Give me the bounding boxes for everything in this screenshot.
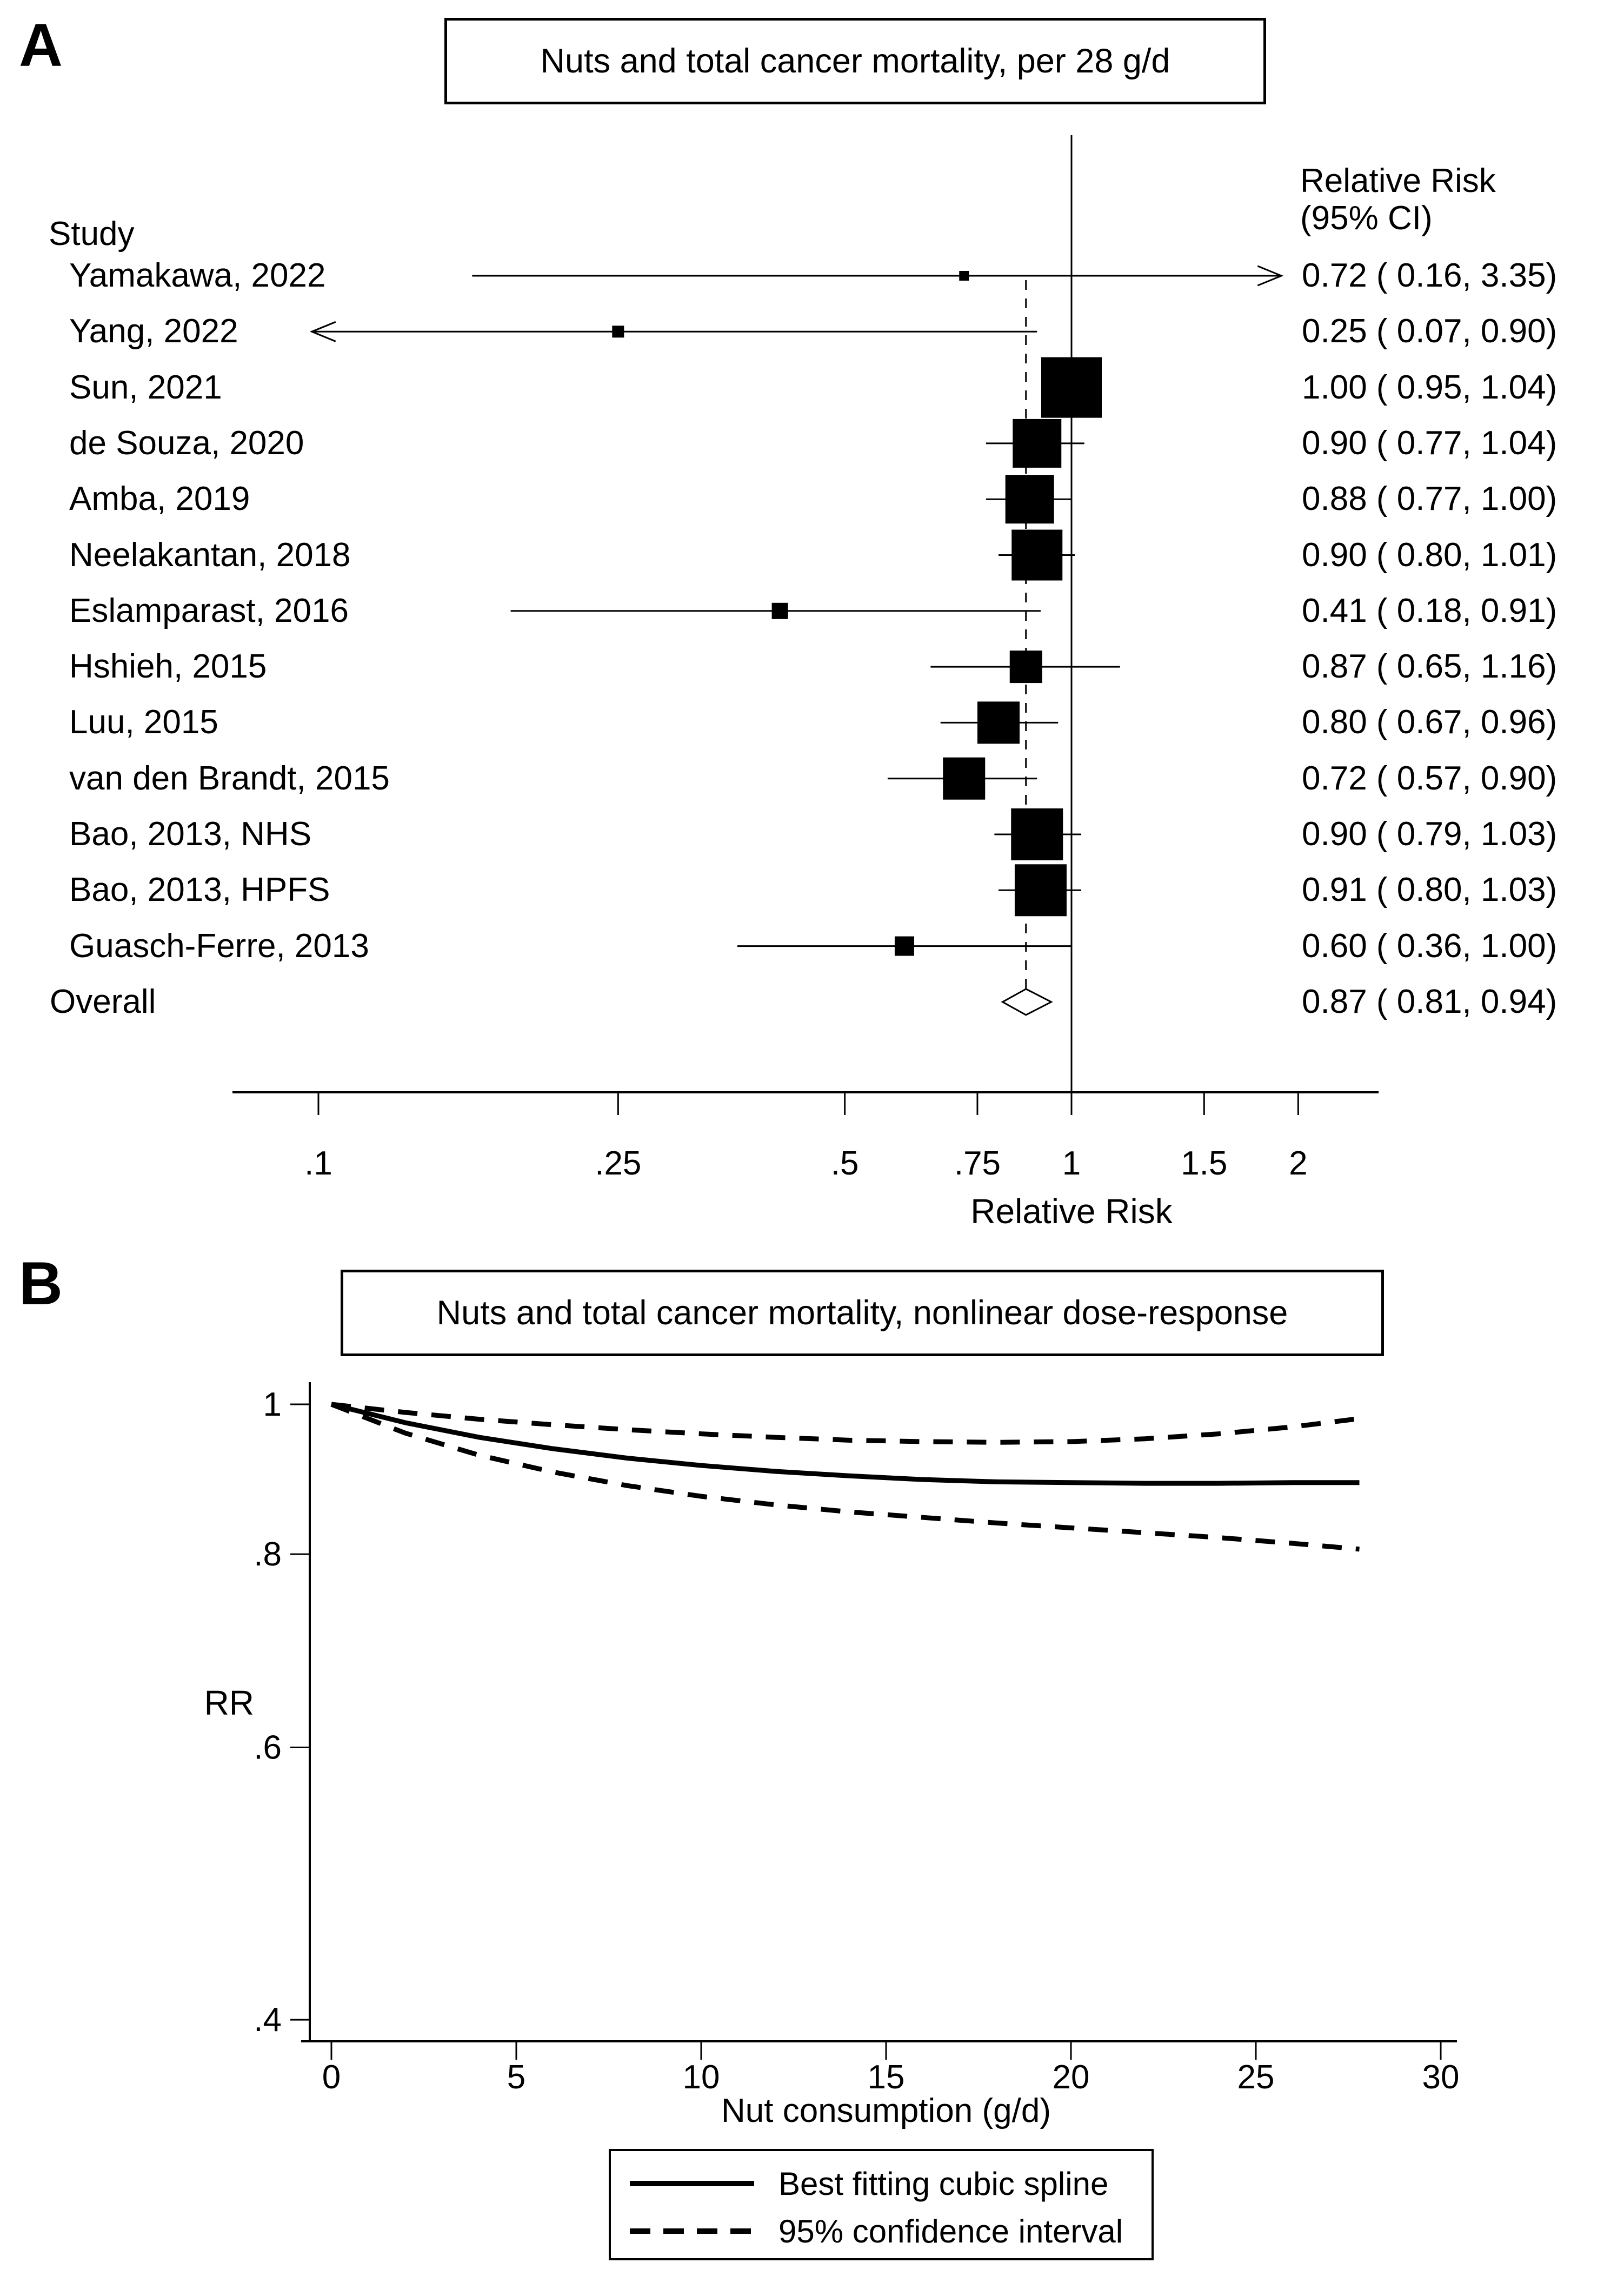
rr-ci-value: 0.80 ( 0.67, 0.96)	[1302, 704, 1558, 741]
rr-ci-value: 0.90 ( 0.79, 1.03)	[1302, 815, 1558, 853]
panel-a-label: A	[19, 11, 63, 79]
rr-column-header-line2: (95% CI)	[1300, 200, 1433, 237]
study-name: Eslamparast, 2016	[69, 592, 349, 629]
weight-square-marker	[1041, 357, 1102, 418]
panel-a-title-box: Nuts and total cancer mortality, per 28 …	[444, 18, 1266, 104]
overall-label: Overall	[50, 983, 156, 1020]
study-name: Yang, 2022	[69, 313, 238, 350]
panel-b-title-box: Nuts and total cancer mortality, nonline…	[341, 1270, 1384, 1356]
forest-x-tick-label: .5	[831, 1145, 859, 1182]
weight-square-marker	[1011, 529, 1063, 581]
weight-square-marker	[943, 757, 986, 800]
rr-ci-value: 0.88 ( 0.77, 1.00)	[1302, 480, 1558, 518]
dose-x-tick-label: 20	[1053, 2059, 1090, 2096]
forest-x-tick-label: 2	[1289, 1145, 1307, 1182]
legend-label-ci: 95% confidence interval	[778, 2213, 1123, 2250]
rr-ci-value: 0.72 ( 0.16, 3.35)	[1302, 257, 1558, 294]
dose-x-tick-label: 5	[507, 2059, 525, 2096]
spline-curve	[330, 1402, 1360, 1486]
rr-ci-value: 0.72 ( 0.57, 0.90)	[1302, 759, 1558, 797]
dose-x-tick-label: 10	[683, 2059, 720, 2096]
overall-diamond-marker	[1001, 988, 1053, 1016]
dose-x-tick-label: 0	[322, 2059, 341, 2096]
study-name: de Souza, 2020	[69, 424, 304, 462]
confidence-interval-curve	[331, 1402, 1360, 1445]
rr-ci-value: 1.00 ( 0.95, 1.04)	[1302, 368, 1558, 406]
weight-square-marker	[894, 936, 914, 956]
legend-row-spline: Best fitting cubic spline	[627, 2165, 1109, 2202]
legend-row-ci: 95% confidence interval	[627, 2213, 1123, 2250]
solid-line-sample-icon	[630, 2181, 754, 2186]
overall-rr-ci-value: 0.87 ( 0.81, 0.94)	[1302, 983, 1558, 1020]
study-name: van den Brandt, 2015	[69, 759, 390, 797]
legend-label-spline: Best fitting cubic spline	[778, 2165, 1109, 2202]
weight-square-marker	[959, 271, 969, 281]
weight-square-marker	[771, 602, 788, 619]
dose-y-tick-label: .4	[254, 2001, 282, 2039]
panel-b-legend: Best fitting cubic spline 95% confidence…	[609, 2149, 1154, 2260]
study-name: Amba, 2019	[69, 480, 250, 518]
study-name: Bao, 2013, HPFS	[69, 871, 330, 909]
panel-b-y-axis-label: RR	[204, 1683, 254, 1722]
dose-x-tick-label: 30	[1422, 2059, 1460, 2096]
forest-x-tick-label: 1	[1062, 1145, 1081, 1182]
study-name: Guasch-Ferre, 2013	[69, 927, 369, 965]
rr-ci-value: 0.90 ( 0.77, 1.04)	[1302, 424, 1558, 462]
study-name: Bao, 2013, NHS	[69, 815, 312, 853]
rr-ci-value: 0.25 ( 0.07, 0.90)	[1302, 313, 1558, 350]
arrow-left-icon	[309, 321, 336, 342]
rr-ci-value: 0.60 ( 0.36, 1.00)	[1302, 927, 1558, 965]
dose-x-tick-label: 15	[868, 2059, 905, 2096]
arrow-right-icon	[1257, 265, 1284, 287]
panel-b-title: Nuts and total cancer mortality, nonline…	[436, 1294, 1288, 1332]
rr-ci-value: 0.91 ( 0.80, 1.03)	[1302, 871, 1558, 909]
study-name: Hshieh, 2015	[69, 648, 267, 686]
rr-ci-value: 0.41 ( 0.18, 0.91)	[1302, 592, 1558, 629]
study-name: Luu, 2015	[69, 704, 218, 741]
forest-x-tick-label: .75	[954, 1145, 1001, 1182]
weight-square-marker	[1005, 475, 1054, 524]
study-name: Neelakantan, 2018	[69, 536, 351, 574]
weight-square-marker	[977, 701, 1020, 744]
forest-x-tick-label: .1	[304, 1145, 332, 1182]
weight-square-marker	[1009, 651, 1042, 684]
dashed-line-sample-icon	[630, 2228, 754, 2234]
rr-column-header: Relative Risk (95% CI)	[1300, 162, 1496, 237]
dose-y-tick-label: 1	[263, 1386, 282, 1423]
panel-b-x-axis-label: Nut consumption (g/d)	[721, 2092, 1051, 2129]
rr-ci-value: 0.90 ( 0.80, 1.01)	[1302, 536, 1558, 574]
weight-square-marker	[1013, 419, 1062, 468]
weight-square-marker	[1014, 864, 1067, 917]
rr-column-header-line1: Relative Risk	[1300, 162, 1496, 200]
study-name: Yamakawa, 2022	[69, 257, 326, 294]
panel-b-label: B	[19, 1250, 63, 1317]
dose-y-tick-label: .8	[254, 1536, 282, 1573]
weight-square-marker	[1011, 808, 1063, 860]
dose-x-tick-label: 25	[1237, 2059, 1275, 2096]
study-column-header: Study	[49, 215, 135, 253]
panel-a-title: Nuts and total cancer mortality, per 28 …	[540, 42, 1170, 80]
confidence-interval-curve	[330, 1402, 1360, 1552]
study-name: Sun, 2021	[69, 368, 222, 406]
forest-x-tick-label: .25	[595, 1145, 641, 1182]
forest-x-axis-title: Relative Risk	[970, 1192, 1173, 1231]
forest-x-tick-label: 1.5	[1181, 1145, 1227, 1182]
rr-ci-value: 0.87 ( 0.65, 1.16)	[1302, 648, 1558, 686]
weight-square-marker	[612, 326, 624, 338]
dose-y-tick-label: .6	[254, 1729, 282, 1766]
